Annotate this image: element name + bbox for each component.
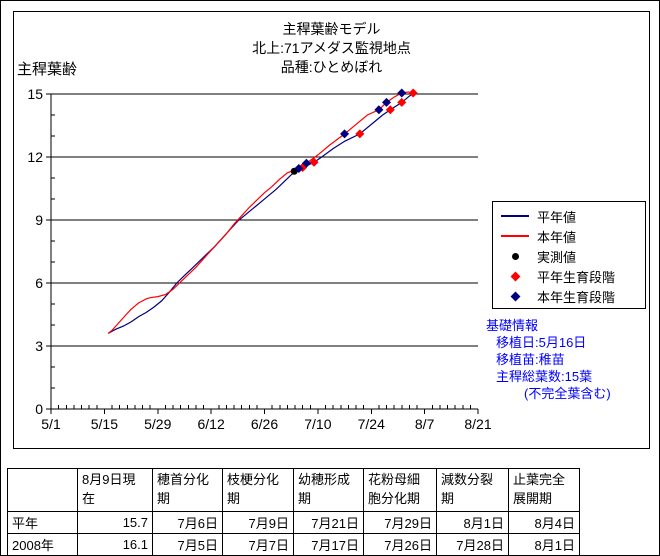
info-total-leaves-note: (不完全葉含む) bbox=[524, 386, 611, 401]
table-cell: 7月21日 bbox=[293, 511, 364, 534]
diamond-glyph bbox=[510, 271, 520, 281]
legend: 平年値本年値実測値平年生育段階 本年生育段階 bbox=[492, 201, 646, 309]
marker-diamond-本年生育段階 bbox=[294, 164, 304, 174]
table-cell: 16.1 bbox=[77, 533, 153, 555]
marker-diamond-本年生育段階 bbox=[382, 97, 391, 107]
y-tick-label: 6 bbox=[35, 275, 43, 291]
diamond-glyph bbox=[510, 291, 520, 301]
x-tick-label: 5/1 bbox=[41, 416, 61, 432]
table-cell: 8月1日 bbox=[508, 533, 580, 555]
y-tick-label: 0 bbox=[35, 401, 43, 417]
legend-item: 平年生育段階 bbox=[493, 266, 645, 286]
table-row-label: 2008年 bbox=[7, 533, 78, 555]
legend-label: 平年値 bbox=[537, 209, 577, 225]
table-header-cell: 枝梗分化 期 bbox=[222, 468, 294, 512]
table-cell: 7月26日 bbox=[363, 533, 437, 555]
marker-diamond-本年生育段階 bbox=[301, 158, 311, 168]
legend-label: 実測値 bbox=[537, 249, 577, 265]
table-cell: 7月28日 bbox=[436, 533, 509, 555]
table-cell: 8月4日 bbox=[508, 511, 580, 534]
marker-diamond-平年生育段階 bbox=[385, 105, 395, 115]
diamond-swatch-icon bbox=[493, 291, 537, 301]
table-header-cell: 幼穂形成 期 bbox=[293, 468, 364, 512]
chart-subtitle-variety: 品種:ひとめぼれ bbox=[280, 59, 383, 75]
info-total-leaves: 主稈総葉数:15葉 bbox=[496, 369, 593, 384]
chart-frame: 主稈葉齢モデル 北上:71アメダス監視地点 品種:ひとめぼれ 主稈葉齢 0 3 6 9… bbox=[13, 11, 650, 449]
y-tick-label: 12 bbox=[27, 149, 43, 165]
y-tick-label: 9 bbox=[35, 212, 43, 228]
diamond-swatch-icon bbox=[493, 271, 537, 281]
x-tick-label: 5/15 bbox=[91, 416, 118, 432]
table-cell: 7月17日 bbox=[293, 533, 364, 555]
line-glyph bbox=[501, 235, 529, 237]
table-corner-cell bbox=[7, 468, 78, 512]
table-header-row: 8月9日現 在穂首分化 期枝梗分化 期幼穂形成 期花粉母細 胞分化期 減数分裂 期… bbox=[7, 468, 580, 512]
basic-info-title: 基礎情報 bbox=[486, 318, 539, 333]
circle-swatch-icon bbox=[493, 252, 537, 260]
table-header-cell: 減数分裂 期 bbox=[436, 468, 509, 512]
table-cell: 7月29日 bbox=[363, 511, 437, 534]
legend-item: 本年値 bbox=[493, 226, 645, 246]
x-tick-label: 6/26 bbox=[251, 416, 278, 432]
line-swatch-icon bbox=[493, 235, 537, 237]
table-row: 2008年 16.1 7月5日 7月7日 7月17日 7月26日 7月28日 8月1日 bbox=[7, 533, 580, 555]
x-tick-label: 6/12 bbox=[198, 416, 225, 432]
chart-subtitle-location: 北上:71アメダス監視地点 bbox=[252, 40, 411, 56]
info-transplant-date: 移植日:5月16日 bbox=[496, 335, 587, 350]
table-header-cell: 止葉完全 展開期 bbox=[508, 468, 580, 512]
info-seedling-type: 移植苗:稚苗 bbox=[496, 352, 565, 367]
x-tick-label: 8/21 bbox=[464, 416, 491, 432]
marker-diamond-平年生育段階 bbox=[408, 88, 418, 98]
y-axis-title: 主稈葉齢 bbox=[17, 61, 78, 78]
marker-diamond-平年生育段階 bbox=[309, 157, 319, 167]
circle-glyph bbox=[511, 252, 519, 260]
basic-info-block: 基礎情報 移植日:5月16日 移植苗:稚苗 主稈総葉数:15葉 (不完全葉含む) bbox=[486, 317, 611, 402]
chart-title-block: 主稈葉齢モデル 北上:71アメダス監視地点 品種:ひとめぼれ bbox=[14, 20, 649, 77]
table-row-label: 平年 bbox=[7, 511, 78, 534]
y-tick-label: 15 bbox=[27, 86, 43, 102]
legend-item: 実測値 bbox=[493, 246, 645, 266]
table-cell: 7月9日 bbox=[222, 511, 294, 534]
marker-diamond-本年生育段階 bbox=[340, 129, 350, 139]
series-line-本年値 bbox=[107, 91, 410, 334]
table-header-cell: 花粉母細 胞分化期 bbox=[363, 468, 437, 512]
x-tick-label: 7/10 bbox=[304, 416, 331, 432]
growth-stage-table: 8月9日現 在穂首分化 期枝梗分化 期幼穂形成 期花粉母細 胞分化期 減数分裂 期… bbox=[7, 468, 580, 555]
legend-label: 平年生育段階 bbox=[537, 269, 616, 285]
marker-diamond-本年生育段階 bbox=[374, 105, 384, 115]
legend-item: 平年値 bbox=[493, 206, 645, 226]
table-cell: 7月6日 bbox=[152, 511, 223, 534]
chart-title: 主稈葉齢モデル bbox=[282, 21, 381, 37]
table-cell: 7月5日 bbox=[152, 533, 223, 555]
legend-label: 本年生育段階 bbox=[537, 289, 616, 305]
x-tick-label: 5/29 bbox=[144, 416, 171, 432]
table-header-cell: 8月9日現 在 bbox=[77, 468, 153, 512]
x-tick-label: 7/24 bbox=[358, 416, 385, 432]
y-tick-label: 3 bbox=[35, 338, 43, 354]
table-cell: 8月1日 bbox=[436, 511, 509, 534]
line-swatch-icon bbox=[493, 215, 537, 217]
table-cell: 15.7 bbox=[77, 511, 153, 534]
marker-diamond-平年生育段階 bbox=[355, 129, 365, 139]
marker-diamond-平年生育段階 bbox=[397, 97, 407, 107]
table-cell: 7月7日 bbox=[222, 533, 294, 555]
table-row: 平年 15.7 7月6日 7月9日 7月21日 7月29日 8月1日 8月4日 bbox=[7, 511, 580, 534]
x-tick-label: 8/7 bbox=[415, 416, 435, 432]
legend-item: 本年生育段階 bbox=[493, 286, 645, 306]
chart-plot: 0 3 6 9 12 15 5/1 5/15 5/29 6/12 6/26 7/10 7/24 8/7 8/… bbox=[27, 86, 491, 432]
legend-label: 本年値 bbox=[537, 229, 577, 245]
line-glyph bbox=[501, 215, 529, 217]
marker-diamond-本年生育段階 bbox=[397, 88, 407, 98]
table-header-cell: 穂首分化 期 bbox=[152, 468, 223, 512]
